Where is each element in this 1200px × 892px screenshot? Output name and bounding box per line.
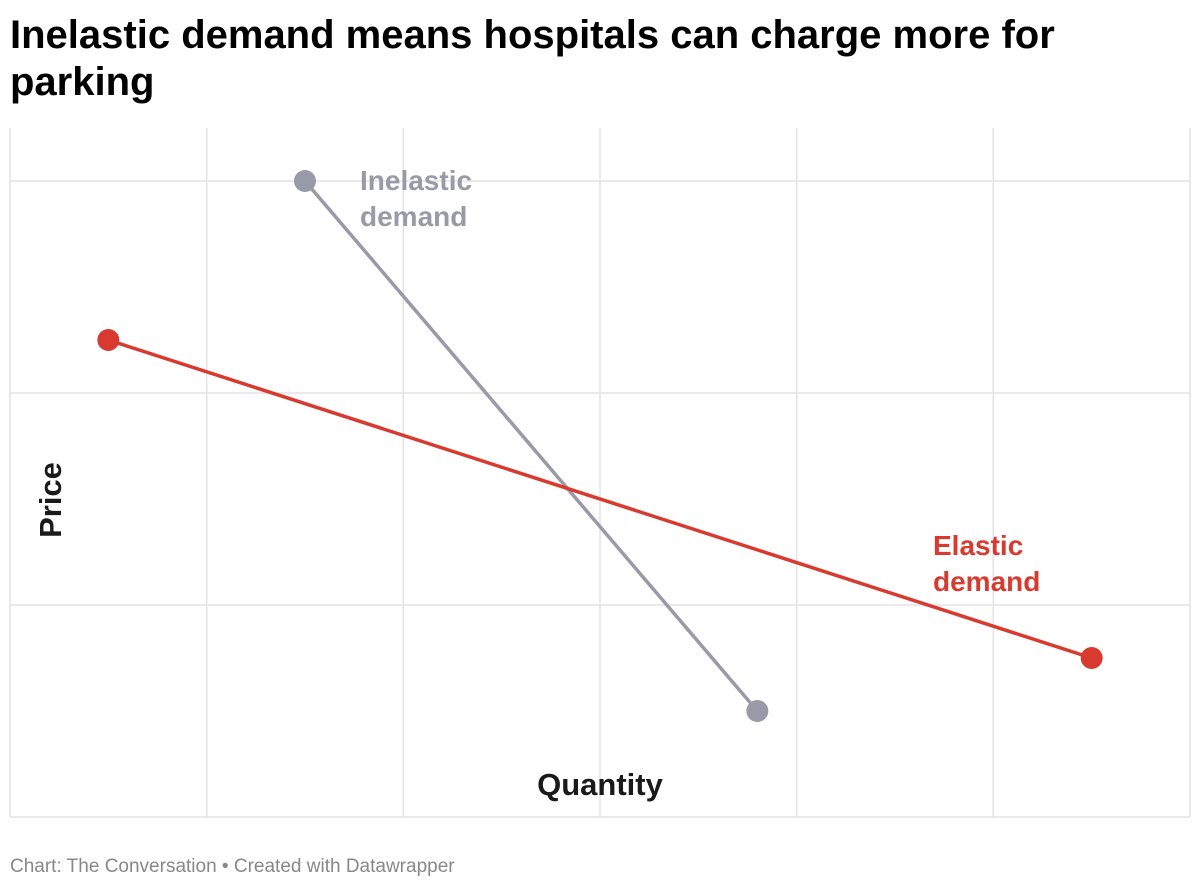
- series-labels: Inelastic demand Elastic demand: [360, 165, 1040, 597]
- inelastic-demand-label: Inelastic demand: [360, 165, 472, 232]
- inelastic-demand-point: [294, 170, 316, 192]
- chart-title: Inelastic demand means hospitals can cha…: [10, 13, 1055, 104]
- series-group: [97, 170, 1103, 722]
- elastic-demand-label-line: Elastic: [933, 530, 1023, 561]
- footer-separator: •: [216, 856, 234, 877]
- elastic-demand-point: [1080, 647, 1103, 669]
- inelastic-demand-point: [746, 700, 769, 722]
- source-credit: Chart: The Conversation: [10, 856, 217, 877]
- grid-lines: [9, 128, 1191, 818]
- x-axis-label: Quantity: [537, 767, 663, 802]
- tool-credit: Created with Datawrapper: [233, 856, 455, 877]
- inelastic-demand-label-line: Inelastic: [360, 165, 472, 196]
- elastic-demand-label: Elastic demand: [933, 530, 1040, 597]
- chart-footer: Chart: The Conversation • Created with D…: [10, 856, 455, 878]
- elastic-demand-line: [107, 338, 1093, 660]
- inelastic-demand-line: [303, 179, 759, 713]
- inelastic-demand-label-line: demand: [360, 201, 467, 232]
- y-axis-label: Price: [33, 462, 68, 538]
- elastic-demand-point: [97, 329, 120, 351]
- elastic-demand-label-line: demand: [933, 566, 1040, 597]
